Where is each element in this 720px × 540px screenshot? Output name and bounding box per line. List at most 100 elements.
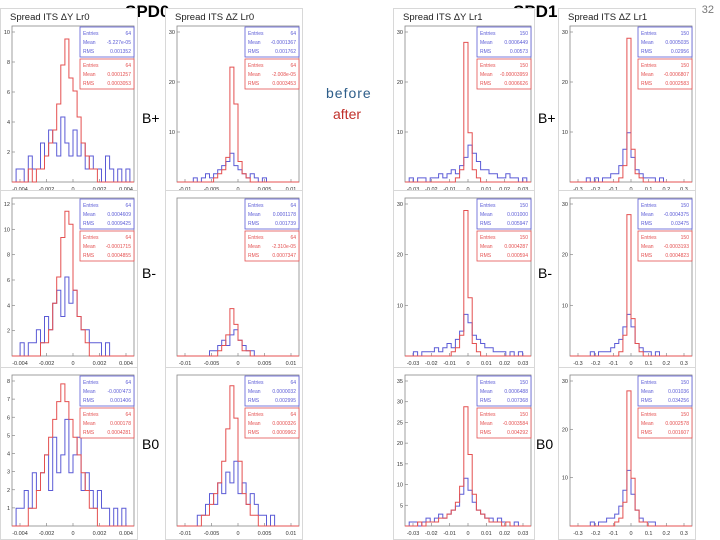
stats-value: 64 <box>290 412 296 418</box>
stats-key: RMS <box>83 49 95 55</box>
stats-key: Mean <box>480 244 493 250</box>
stats-key: Mean <box>83 421 96 427</box>
x-tick-label: -0.3 <box>573 361 582 367</box>
stats-key: Mean <box>248 72 261 78</box>
stats-key: RMS <box>83 398 95 404</box>
y-tick-label: 4 <box>7 120 10 126</box>
histogram-spd1-dy-bplus: Spread ITS ΔY Lr1-0.03-0.02-0.0100.010.0… <box>393 8 535 196</box>
histogram-after <box>405 210 531 357</box>
stats-value: 0.0000326 <box>272 421 296 427</box>
stats-value: 0.0006449 <box>504 40 528 46</box>
panel-title: Spread ITS ΔY Lr1 <box>403 12 483 23</box>
y-tick-label: 10 <box>397 483 403 489</box>
panel-title: Spread ITS ΔZ Lr1 <box>568 12 647 23</box>
y-tick-label: 20 <box>397 80 403 86</box>
histogram-after <box>570 214 692 357</box>
y-tick-label: 4 <box>7 452 10 458</box>
y-tick-label: 30 <box>562 202 568 208</box>
x-tick-label: 0.01 <box>481 361 492 367</box>
stats-box-before <box>476 375 532 407</box>
y-tick-label: 8 <box>7 379 10 385</box>
stats-value: 150 <box>520 380 529 386</box>
histogram-before <box>405 144 531 183</box>
x-tick-label: -0.004 <box>12 531 28 537</box>
stats-box-before <box>244 375 300 407</box>
bplus-label-right: B+ <box>538 110 556 126</box>
x-tick-label: -0.1 <box>609 531 618 537</box>
histogram-after <box>405 406 531 527</box>
y-tick-label: 8 <box>7 60 10 66</box>
stats-key: Mean <box>641 40 654 46</box>
stats-key: Mean <box>641 72 654 78</box>
y-tick-label: 10 <box>562 476 568 482</box>
y-tick-label: 10 <box>562 303 568 309</box>
stats-key: RMS <box>641 253 653 259</box>
stats-key: Entries <box>83 380 99 386</box>
stats-key: RMS <box>248 81 260 87</box>
stats-value: 0.0005035 <box>665 40 689 46</box>
stats-key: Entries <box>480 380 496 386</box>
stats-value: 0.0004287 <box>504 244 528 250</box>
y-tick-label: 20 <box>562 427 568 433</box>
stats-key: Entries <box>248 203 264 209</box>
x-tick-label: 0.2 <box>663 361 671 367</box>
panel-title: Spread ITS ΔZ Lr0 <box>175 12 254 23</box>
x-tick-label: 0.002 <box>93 361 107 367</box>
x-tick-label: -0.01 <box>443 531 456 537</box>
legend-before: before <box>326 85 372 101</box>
y-tick-label: 20 <box>397 441 403 447</box>
stats-value: 0.001762 <box>275 49 296 55</box>
y-tick-label: 5 <box>7 433 10 439</box>
panel-title: Spread ITS ΔY Lr0 <box>10 12 90 23</box>
x-tick-label: -0.005 <box>204 531 220 537</box>
stats-key: Entries <box>480 63 496 69</box>
stats-value: 64 <box>290 203 296 209</box>
x-tick-label: -0.02 <box>425 361 438 367</box>
stats-key: Entries <box>248 31 264 37</box>
stats-key: Mean <box>480 72 493 78</box>
stats-key: RMS <box>248 253 260 259</box>
x-tick-label: 0 <box>629 531 632 537</box>
stats-key: Entries <box>641 63 657 69</box>
stats-value: 150 <box>681 235 690 241</box>
y-tick-label: 20 <box>397 253 403 259</box>
stats-box-before <box>637 26 693 58</box>
histogram-after <box>570 37 692 183</box>
y-tick-label: 5 <box>400 503 403 509</box>
y-tick-label: 10 <box>397 303 403 309</box>
stats-key: Entries <box>248 63 264 69</box>
b0-label-left: B0 <box>142 436 160 452</box>
stats-value: 0.034256 <box>668 398 689 404</box>
stats-key: Entries <box>641 235 657 241</box>
stats-key: Entries <box>248 412 264 418</box>
stats-key: Entries <box>641 412 657 418</box>
x-tick-label: -0.002 <box>39 531 55 537</box>
stats-box-before <box>637 375 693 407</box>
y-tick-label: 12 <box>4 202 10 208</box>
stats-value: 0.0007347 <box>272 253 296 259</box>
stats-box-before <box>637 198 693 230</box>
x-tick-label: -0.3 <box>573 531 582 537</box>
stats-box-before <box>244 26 300 58</box>
stats-value: -0.0001715 <box>106 244 132 250</box>
stats-key: Entries <box>641 203 657 209</box>
stats-value: 0.001036 <box>668 389 689 395</box>
stats-key: Entries <box>83 412 99 418</box>
y-tick-label: 6 <box>7 415 10 421</box>
stats-value: 0.0000032 <box>272 389 296 395</box>
y-tick-label: 30 <box>562 379 568 385</box>
y-tick-label: 20 <box>562 80 568 86</box>
x-tick-label: 0.3 <box>680 531 688 537</box>
stats-box-after <box>476 407 532 439</box>
x-tick-label: 0 <box>629 361 632 367</box>
x-tick-label: -0.01 <box>179 361 192 367</box>
stats-key: Mean <box>248 212 261 218</box>
y-tick-label: 10 <box>169 130 175 136</box>
x-tick-label: 0.1 <box>645 361 653 367</box>
stats-value: 0.004292 <box>507 430 528 436</box>
stats-box-after <box>244 58 300 90</box>
y-tick-label: 30 <box>397 30 403 36</box>
stats-value: 0.0002583 <box>665 81 689 87</box>
stats-value: 0.0004281 <box>107 430 131 436</box>
stats-key: Entries <box>83 235 99 241</box>
